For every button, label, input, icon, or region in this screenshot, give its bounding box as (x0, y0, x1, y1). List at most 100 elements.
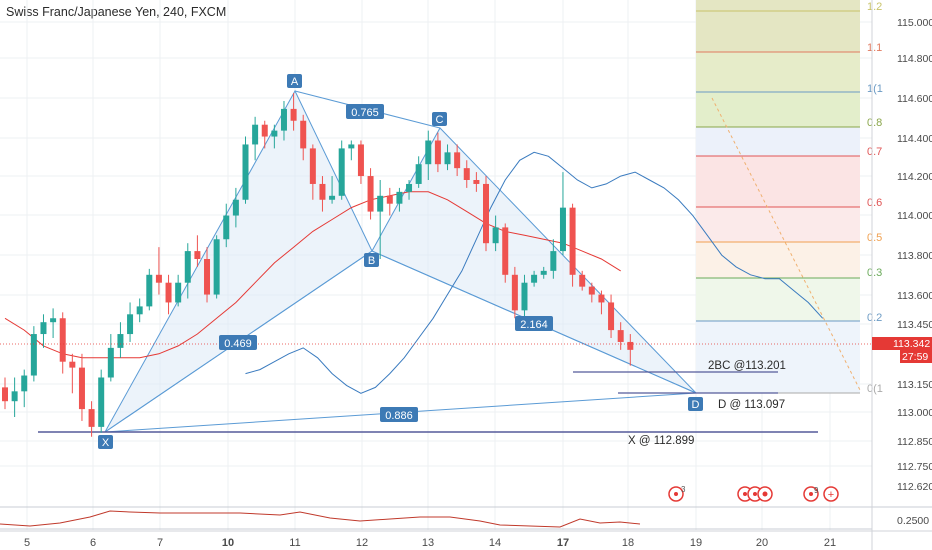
candle-body (473, 180, 480, 184)
fib-label: 0.2 (867, 312, 882, 324)
candle-body (454, 152, 461, 169)
ratio-ac-badge (346, 104, 384, 119)
point-b-label: B (368, 255, 375, 267)
oscillator-line (0, 510, 641, 528)
fib-label: 1.1 (867, 42, 882, 54)
price-tick: 112.620 (897, 481, 932, 493)
time-tick: 10 (222, 537, 234, 549)
fib-label: 0.6 (867, 197, 882, 209)
ratio-xd-badge (380, 407, 418, 422)
oscillator-pane[interactable] (0, 506, 932, 530)
price-tick: 114.800 (897, 53, 932, 65)
last-price-badge (872, 337, 932, 350)
candle-body (50, 318, 57, 323)
price-tick: 114.400 (897, 133, 932, 145)
annotation-x: X @ 112.899 (628, 435, 694, 447)
candle-body (155, 274, 162, 283)
candle-body (550, 251, 557, 271)
last-price-text: 113.342 (893, 338, 930, 350)
candle-body (271, 130, 278, 137)
candle-body (213, 239, 220, 295)
price-tick: 112.850 (897, 436, 932, 448)
price-tick: 113.600 (897, 290, 932, 302)
candle-body (223, 215, 230, 240)
price-tick: 114.000 (897, 210, 932, 222)
candle-body (204, 259, 211, 295)
candle-body (319, 183, 326, 200)
fib-label: 1.2 (867, 1, 882, 13)
candle-body (425, 140, 432, 165)
fib-band (696, 92, 860, 127)
event-marker[interactable]: 3 (668, 485, 686, 502)
candle-body (559, 207, 566, 252)
candle-body (617, 330, 624, 342)
candle-body (242, 144, 249, 200)
candle-body (579, 274, 586, 287)
candle-body (184, 251, 191, 283)
fib-retracement[interactable]: 1.2 1.1 1(1 0.8 0.7 0.6 0.5 0.3 0.2 0(1 (696, 0, 883, 395)
event-markers[interactable]: 3 9 + (668, 485, 839, 502)
ratio-xb-label: 0.469 (224, 338, 252, 350)
fib-band (696, 52, 860, 92)
fib-band (696, 127, 860, 156)
event-marker[interactable] (737, 486, 773, 502)
candle-body (136, 306, 143, 315)
candle-body (521, 282, 528, 311)
fib-label: 0.3 (867, 267, 882, 279)
ratio-bd-badge (515, 316, 553, 331)
candle-body (40, 322, 47, 335)
candle-body (88, 409, 95, 427)
fib-label: 1(1 (867, 83, 883, 95)
candle-body (59, 318, 66, 362)
candle-body (415, 164, 422, 184)
annotation-d: D @ 113.097 (718, 399, 785, 411)
ma-fast-line (245, 151, 824, 394)
time-tick: 12 (356, 537, 368, 549)
ratio-ac-label: 0.765 (351, 107, 379, 119)
event-count: 3 (681, 485, 686, 494)
candle-body (194, 251, 201, 259)
time-axis[interactable]: 5 6 7 10 11 12 13 14 17 18 19 20 21 (0, 530, 932, 549)
candle-body (569, 207, 576, 275)
fib-label: 0(1 (867, 383, 883, 395)
chart-title: Swiss Franc/Japanese Yen, 240, FXCM (6, 5, 227, 19)
candle-body (367, 176, 374, 212)
event-marker[interactable]: 9 + (803, 486, 839, 502)
point-c-label: C (436, 114, 444, 126)
candle-body (165, 282, 172, 303)
level-lines[interactable] (38, 371, 818, 433)
price-axis[interactable]: 115.000 114.800 114.600 114.400 114.200 … (871, 0, 932, 550)
fib-band (696, 242, 860, 278)
price-tick: 113.450 (897, 319, 932, 331)
candle-body (146, 274, 153, 307)
point-d-label: D (692, 399, 700, 411)
candle-body (338, 148, 345, 196)
candle-body (69, 361, 76, 368)
ma-slow-line (4, 191, 621, 359)
fib-label: 0.5 (867, 232, 882, 244)
fib-label: 0.7 (867, 146, 882, 158)
event-count: 9 (814, 486, 819, 495)
candle-body (463, 168, 470, 180)
fib-band (696, 0, 860, 52)
candle-body (531, 274, 538, 283)
time-tick: 20 (756, 537, 768, 549)
candle-body (357, 144, 364, 177)
candle-body (502, 227, 509, 275)
candle-body (511, 274, 518, 311)
candle-body (127, 314, 134, 335)
point-d-badge (688, 397, 703, 411)
time-tick: 5 (24, 537, 30, 549)
ratio-labels: 0.765 0.469 2.164 0.886 (219, 104, 553, 422)
candle-body (117, 334, 124, 348)
candle-body (107, 347, 114, 378)
candle-body (2, 387, 8, 402)
price-tick: 114.200 (897, 171, 932, 183)
harmonic-pattern[interactable] (104, 89, 697, 433)
candle-body (396, 191, 403, 204)
countdown-text: 27:59 (902, 351, 928, 363)
fib-band (696, 156, 860, 207)
annotation-bc: 2BC @113.201 (708, 360, 786, 372)
